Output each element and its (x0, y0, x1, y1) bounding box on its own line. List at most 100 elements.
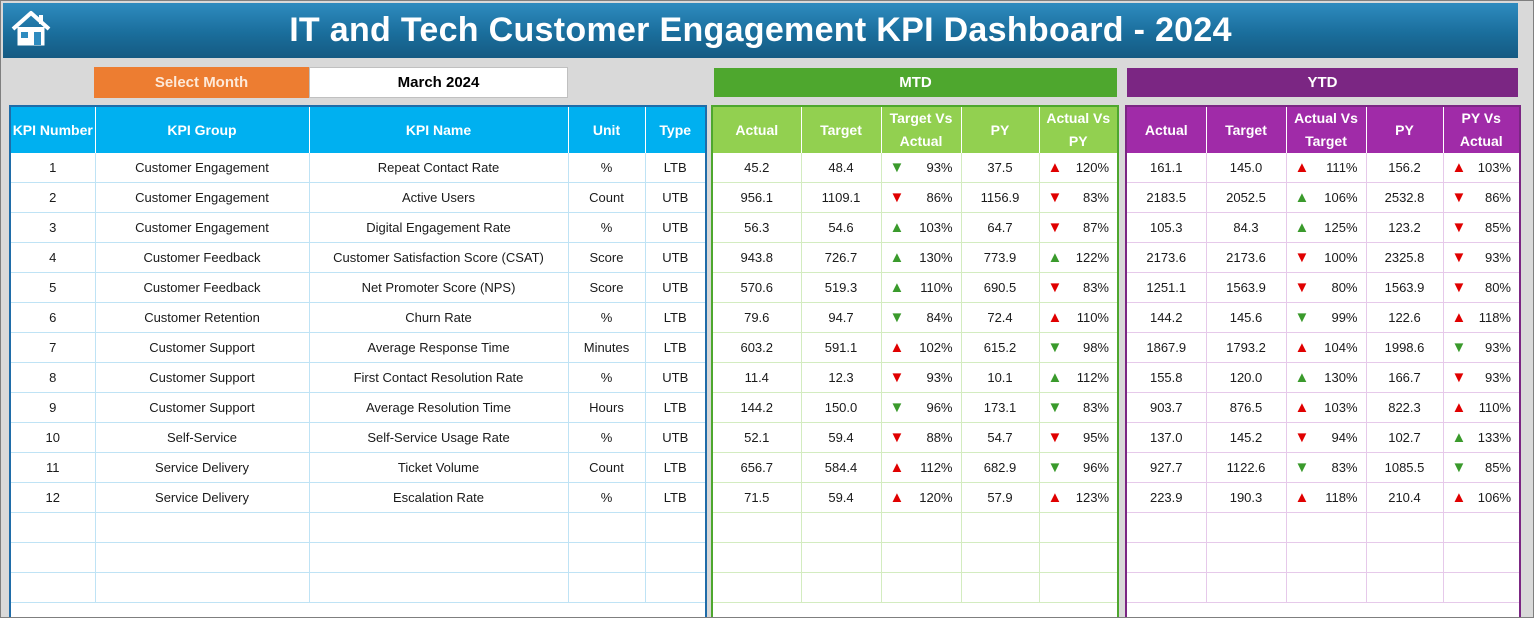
mtd-target-vs-actual-value: 86% (926, 190, 953, 205)
ytd-actual-vs-target-indicator: ▼ 99% (1287, 310, 1366, 325)
ytd-actual-vs-target-value: 80% (1331, 280, 1358, 295)
empty-cell (961, 572, 1040, 603)
ytd-actual-vs-target-indicator: ▼ 94% (1287, 430, 1366, 445)
empty-row (713, 542, 1117, 573)
ytd-actual-vs-target-indicator: ▲ 106% (1287, 190, 1366, 205)
kpi-group-cell: Customer Engagement (95, 212, 310, 243)
ytd-py-vs-actual-cell: ▼ 86% (1443, 182, 1519, 213)
ytd-actual-vs-target-indicator: ▲ 111% (1287, 160, 1366, 175)
ytd-actual-vs-target-indicator: ▲ 118% (1287, 490, 1366, 505)
triangle-up-icon: ▲ (1294, 189, 1310, 206)
kpi-unit-cell: Count (568, 452, 646, 483)
triangle-down-icon: ▼ (1451, 369, 1467, 386)
ytd-actual-cell: 155.8 (1127, 362, 1207, 393)
triangle-up-icon: ▲ (1294, 399, 1310, 416)
table-row: 11.4 12.3 ▼ 93% 10.1 ▲ 112% (713, 362, 1118, 393)
triangle-up-icon: ▲ (1294, 159, 1310, 176)
empty-cell (1286, 572, 1367, 603)
kpi-num-cell: 11 (11, 452, 96, 483)
ytd-column-header[interactable]: PY (1366, 107, 1444, 153)
triangle-up-icon: ▲ (889, 219, 905, 236)
mtd-actual-vs-py-cell: ▼ 83% (1039, 272, 1117, 303)
ytd-column-header[interactable]: Actual Vs Target (1286, 107, 1367, 153)
ytd-table: Actual Target Actual Vs Target PY PY Vs Actu… (1127, 107, 1519, 603)
kpi-group-cell: Customer Engagement (95, 153, 310, 183)
kpi-column-header[interactable]: Type (645, 107, 705, 153)
table-row: 71.5 59.4 ▲ 120% 57.9 ▲ 123% (713, 482, 1118, 513)
ytd-actual-vs-target-cell: ▼ 83% (1286, 452, 1367, 483)
ytd-actual-vs-target-cell: ▼ 99% (1286, 302, 1367, 333)
table-row: 603.2 591.1 ▲ 102% 615.2 ▼ 98% (713, 332, 1117, 363)
mtd-column-header[interactable]: Target Vs Actual (881, 107, 962, 153)
kpi-type-cell: UTB (645, 362, 705, 393)
ytd-py-vs-actual-cell: ▲ 133% (1443, 422, 1519, 453)
mtd-actual-vs-py-cell: ▼ 87% (1039, 212, 1117, 243)
mtd-column-header[interactable]: Actual Vs PY (1039, 107, 1117, 153)
mtd-target-vs-actual-cell: ▼ 86% (881, 182, 962, 213)
ytd-section-header: YTD (1127, 68, 1518, 97)
ytd-py-cell: 102.7 (1366, 422, 1444, 453)
kpi-column-header[interactable]: KPI Number (11, 107, 96, 153)
kpi-column-header[interactable]: Unit (568, 107, 646, 153)
mtd-actual-vs-py-indicator: ▲ 120% (1040, 160, 1118, 175)
ytd-py-vs-actual-indicator: ▲ 103% (1444, 160, 1520, 175)
ytd-py-vs-actual-cell: ▼ 80% (1443, 272, 1519, 303)
mtd-py-cell: 72.4 (961, 302, 1040, 333)
mtd-target-vs-actual-indicator: ▲ 112% (882, 460, 961, 475)
kpi-name-cell: First Contact Resolution Rate (309, 362, 569, 393)
kpi-type-cell: LTB (645, 302, 705, 333)
ytd-py-vs-actual-cell: ▲ 103% (1443, 153, 1519, 183)
table-row: 2183.5 2052.5 ▲ 106% 2532.8 ▼ 86% (1127, 182, 1519, 213)
triangle-down-icon: ▼ (1294, 309, 1310, 326)
triangle-down-icon: ▼ (1047, 189, 1063, 206)
ytd-py-cell: 2532.8 (1366, 182, 1444, 213)
triangle-down-icon: ▼ (1294, 279, 1310, 296)
ytd-column-header[interactable]: Target (1206, 107, 1287, 153)
kpi-unit-cell: Score (568, 242, 646, 273)
kpi-type-cell: LTB (645, 482, 705, 513)
kpi-column-header[interactable]: KPI Name (309, 107, 569, 153)
table-row: 52.1 59.4 ▼ 88% 54.7 ▼ 95% (713, 422, 1117, 453)
table-row: 11 Service Delivery Ticket Volume Count LTB (11, 452, 705, 483)
empty-cell (95, 572, 310, 603)
empty-cell (1206, 512, 1287, 543)
ytd-actual-vs-target-cell: ▼ 100% (1286, 242, 1367, 273)
mtd-py-cell: 37.5 (961, 153, 1040, 183)
ytd-actual-vs-target-indicator: ▲ 103% (1287, 400, 1366, 415)
home-icon[interactable] (9, 9, 53, 49)
kpi-column-header[interactable]: KPI Group (95, 107, 310, 153)
mtd-actual-cell: 79.6 (713, 302, 802, 333)
mtd-actual-vs-py-value: 83% (1082, 280, 1109, 295)
triangle-up-icon: ▲ (1294, 339, 1310, 356)
empty-row (1127, 512, 1519, 543)
ytd-column-header[interactable]: PY Vs Actual (1443, 107, 1519, 153)
empty-cell (1366, 572, 1444, 603)
mtd-target-vs-actual-cell: ▲ 110% (881, 272, 962, 303)
mtd-actual-vs-py-indicator: ▲ 110% (1040, 310, 1118, 325)
triangle-down-icon: ▼ (889, 399, 905, 416)
kpi-group-cell: Service Delivery (95, 482, 310, 513)
select-month-dropdown[interactable]: March 2024 (309, 67, 568, 98)
empty-cell (1206, 572, 1287, 603)
mtd-column-header[interactable]: Target (801, 107, 882, 153)
mtd-py-cell: 10.1 (961, 362, 1040, 393)
mtd-target-cell: 54.6 (801, 212, 882, 243)
ytd-column-header[interactable]: Actual (1127, 107, 1207, 153)
mtd-actual-vs-py-indicator: ▲ 123% (1040, 490, 1118, 505)
mtd-target-vs-actual-indicator: ▼ 96% (882, 400, 961, 415)
ytd-actual-vs-target-value: 99% (1331, 310, 1358, 325)
mtd-column-header[interactable]: PY (961, 107, 1040, 153)
empty-cell (1127, 542, 1207, 573)
ytd-py-vs-actual-cell: ▲ 106% (1443, 482, 1519, 513)
mtd-actual-cell: 56.3 (713, 212, 802, 243)
empty-row (11, 512, 705, 543)
ytd-actual-vs-target-value: 130% (1324, 370, 1358, 385)
mtd-column-header[interactable]: Actual (713, 107, 802, 153)
empty-cell (309, 572, 569, 603)
mtd-actual-vs-py-indicator: ▲ 112% (1040, 370, 1118, 385)
mtd-panel: Actual Target Target Vs Actual PY Actual Vs … (711, 105, 1119, 617)
mtd-target-vs-actual-value: 103% (919, 220, 953, 235)
ytd-actual-vs-target-value: 100% (1324, 250, 1358, 265)
triangle-up-icon: ▲ (1451, 309, 1467, 326)
kpi-group-cell: Customer Feedback (95, 242, 310, 273)
